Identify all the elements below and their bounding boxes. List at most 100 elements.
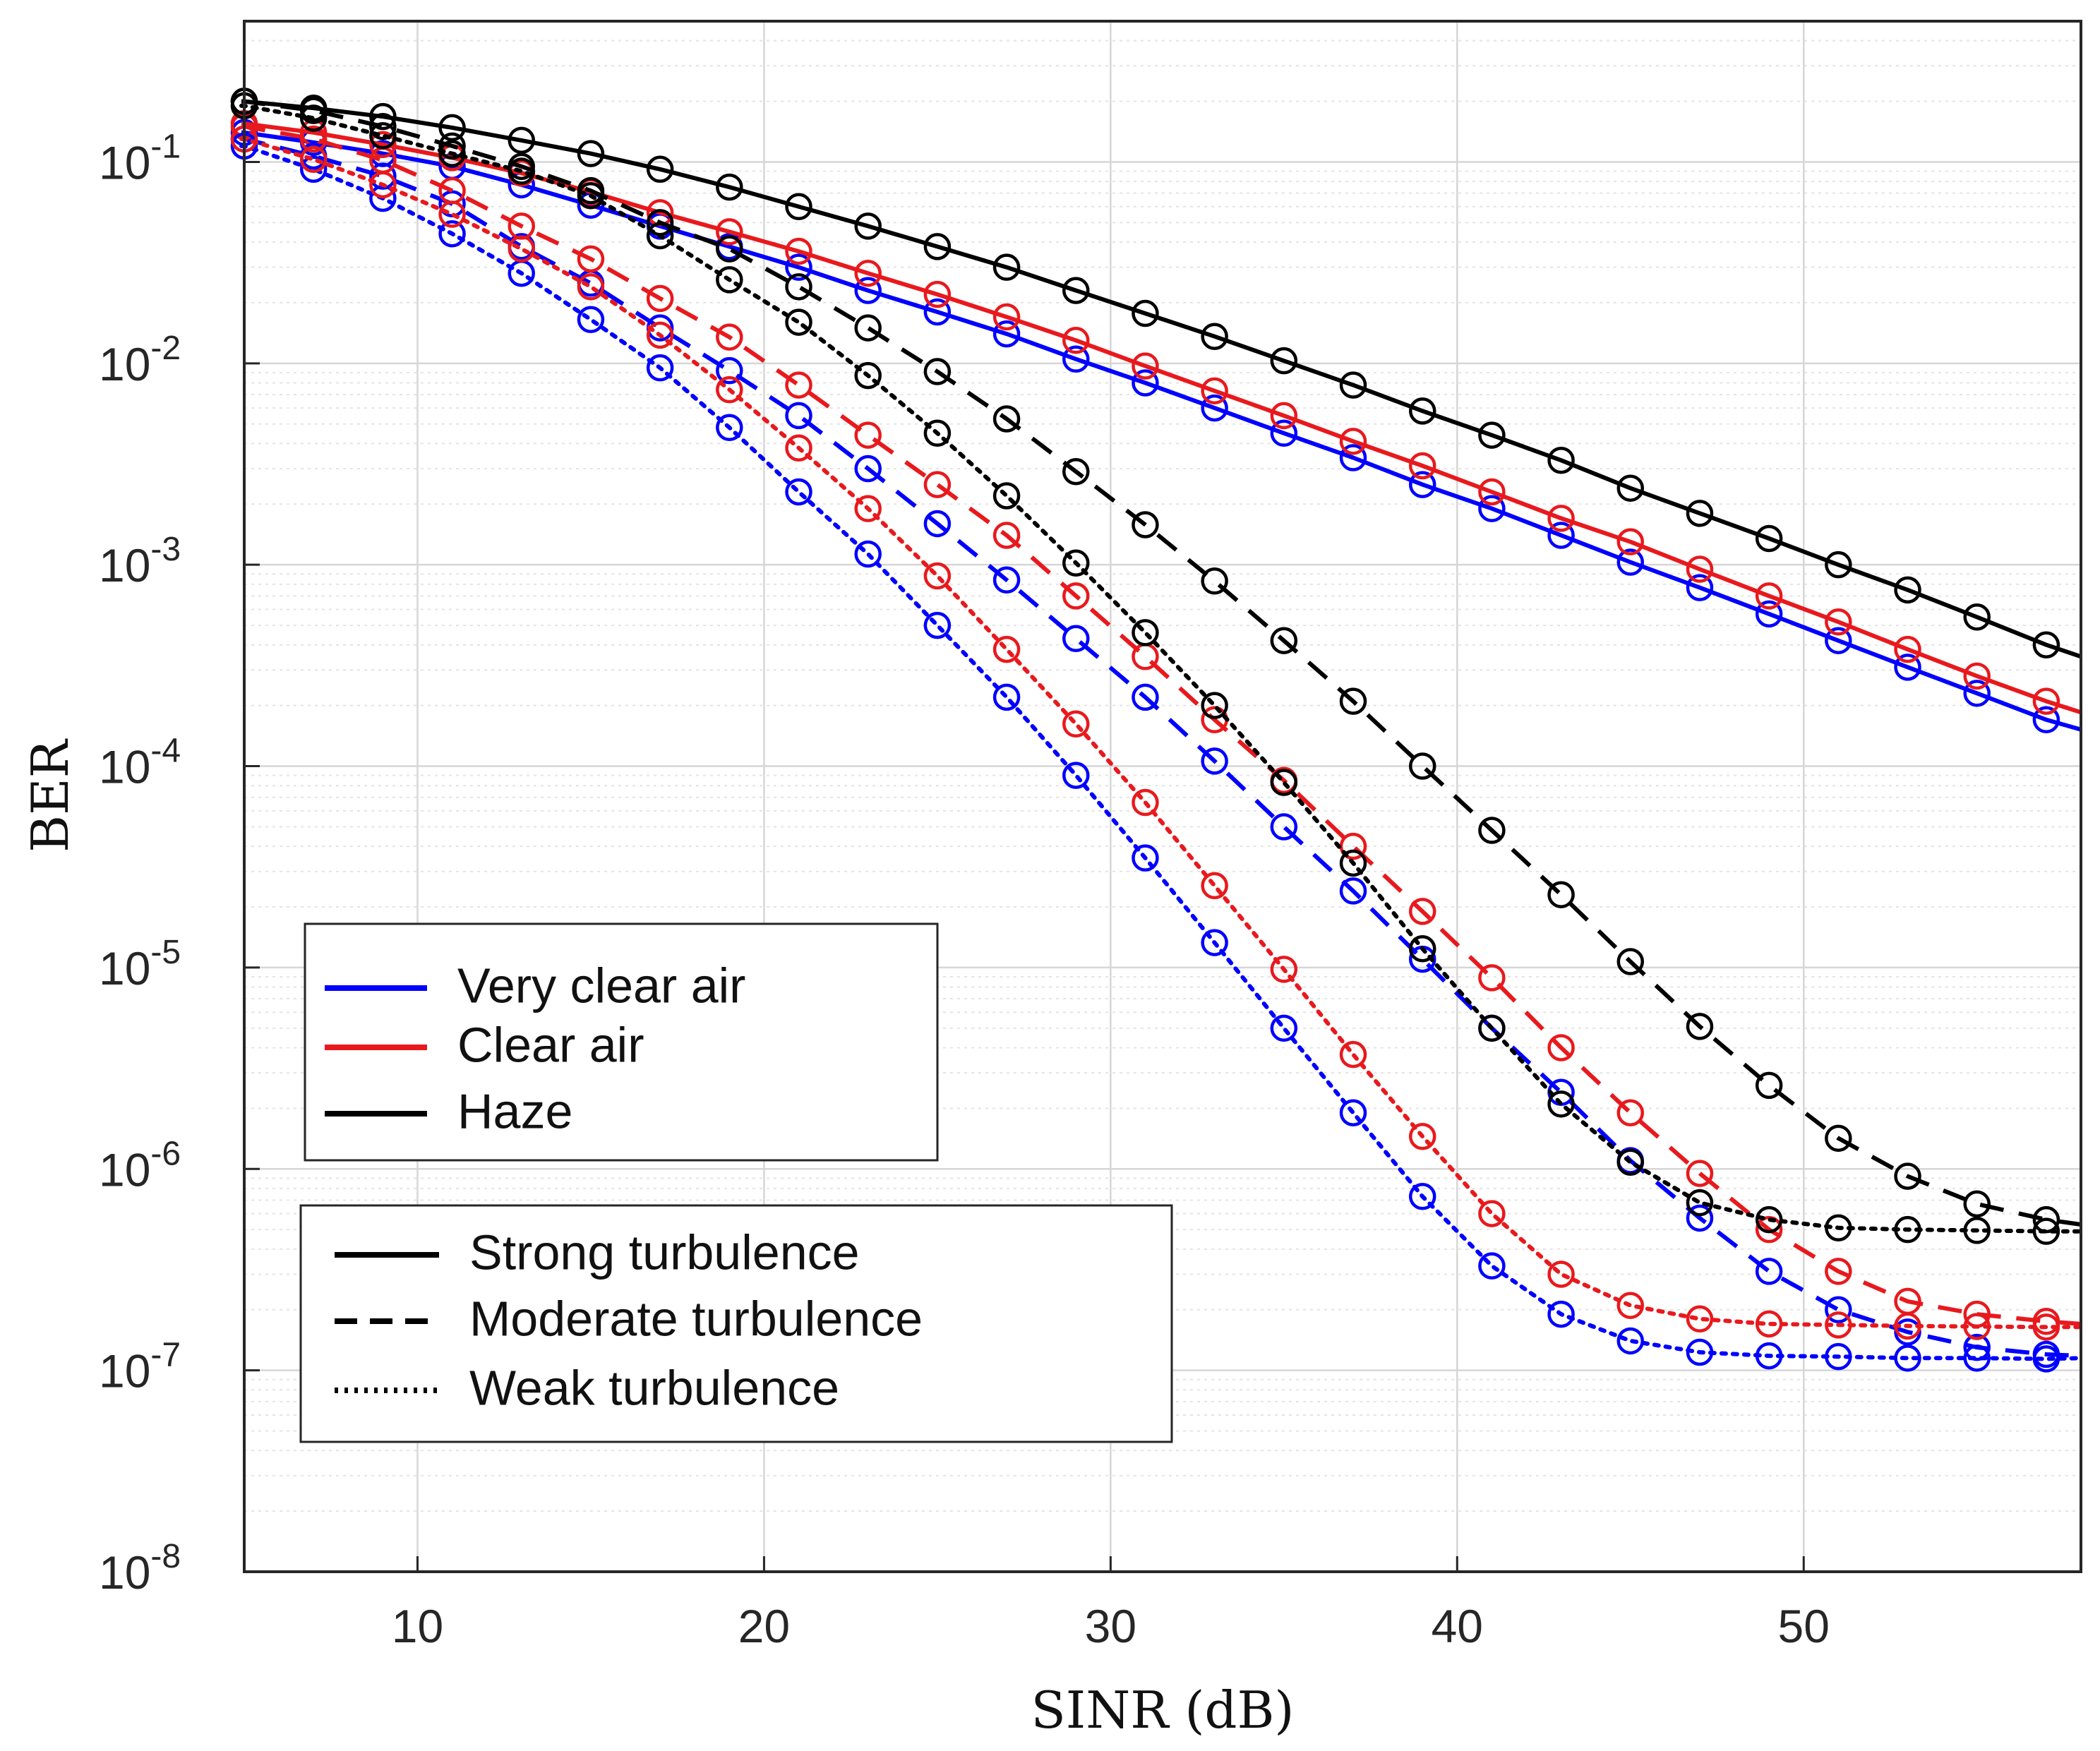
data-point-marker bbox=[1547, 1260, 1575, 1288]
data-point-marker bbox=[1408, 471, 1436, 498]
data-point-marker bbox=[1686, 1338, 1714, 1366]
data-point-marker bbox=[1894, 1312, 1921, 1340]
y-tick-label: 10-3 bbox=[99, 531, 181, 591]
series-line-8 bbox=[239, 103, 2083, 1234]
data-point-marker bbox=[438, 114, 466, 142]
data-point-marker bbox=[1686, 574, 1714, 601]
legend-label-haze: Haze bbox=[457, 1083, 572, 1138]
x-tick-label: 50 bbox=[1778, 1600, 1830, 1652]
data-point-marker bbox=[1339, 877, 1367, 905]
data-point-marker bbox=[1339, 849, 1367, 877]
data-point-marker bbox=[1547, 1034, 1575, 1061]
data-point-marker bbox=[1686, 500, 1714, 527]
data-point-marker bbox=[1408, 397, 1436, 425]
data-point-marker bbox=[716, 266, 743, 294]
data-point-marker bbox=[508, 126, 536, 155]
data-point-marker bbox=[785, 402, 812, 430]
data-point-marker bbox=[1894, 1162, 1921, 1190]
data-point-marker bbox=[1408, 898, 1436, 925]
data-point-marker bbox=[992, 566, 1021, 594]
data-point-marker bbox=[1755, 1205, 1783, 1234]
series-line-2 bbox=[241, 99, 2082, 659]
data-point-marker bbox=[992, 635, 1021, 663]
series-line-5 bbox=[241, 99, 2082, 1227]
x-tick-label: 30 bbox=[1085, 1600, 1136, 1652]
data-point-marker bbox=[1062, 277, 1090, 304]
y-axis-title: BER bbox=[20, 738, 80, 852]
data-point-marker bbox=[1616, 1148, 1645, 1176]
data-point-marker bbox=[2032, 631, 2060, 658]
legend-label-weak: Weak turbulence bbox=[469, 1360, 839, 1415]
data-point-marker bbox=[577, 182, 605, 210]
data-point-marker bbox=[1062, 549, 1090, 577]
data-point-marker bbox=[923, 419, 952, 447]
data-point-marker bbox=[923, 611, 952, 639]
series-line-3 bbox=[241, 136, 2082, 1359]
data-point-marker bbox=[1894, 1215, 1921, 1244]
legend-style-box bbox=[299, 1204, 1173, 1443]
data-point-marker bbox=[854, 495, 882, 522]
data-point-marker bbox=[1132, 511, 1159, 538]
data-point-marker bbox=[1547, 1090, 1575, 1118]
data-point-marker bbox=[1825, 550, 1852, 579]
data-point-marker bbox=[2032, 687, 2060, 715]
data-point-marker bbox=[1270, 769, 1298, 796]
data-point-marker bbox=[1201, 567, 1228, 595]
data-point-marker bbox=[299, 125, 328, 153]
data-point-marker bbox=[438, 132, 466, 160]
data-point-marker bbox=[1478, 478, 1506, 506]
data-point-marker bbox=[1547, 505, 1575, 532]
data-point-marker bbox=[508, 235, 536, 263]
data-point-marker bbox=[854, 455, 882, 483]
data-point-marker bbox=[1686, 1305, 1714, 1333]
data-point-marker bbox=[923, 562, 952, 590]
data-point-marker bbox=[1201, 747, 1228, 775]
data-point-marker bbox=[438, 140, 466, 167]
data-point-marker bbox=[1270, 627, 1298, 654]
data-point-marker bbox=[1963, 1190, 1991, 1218]
series-group bbox=[230, 88, 2083, 1373]
data-point-marker bbox=[923, 298, 952, 326]
data-point-marker bbox=[1894, 1344, 1921, 1372]
data-point-marker bbox=[785, 253, 812, 281]
x-tick-label: 40 bbox=[1432, 1600, 1483, 1652]
data-point-marker bbox=[369, 131, 397, 159]
data-point-marker bbox=[1755, 1215, 1783, 1244]
data-point-marker bbox=[1270, 402, 1298, 430]
data-point-marker bbox=[785, 478, 812, 506]
data-point-marker bbox=[716, 235, 743, 263]
data-point-marker bbox=[923, 280, 952, 308]
data-point-marker bbox=[1755, 1071, 1783, 1100]
data-point-marker bbox=[646, 222, 674, 250]
data-point-marker bbox=[1478, 964, 1506, 992]
data-point-marker bbox=[1062, 327, 1090, 354]
data-point-marker bbox=[1547, 446, 1575, 474]
data-point-marker bbox=[716, 218, 743, 246]
data-point-marker bbox=[2032, 1217, 2060, 1245]
legend-label-very-clear-air: Very clear air bbox=[457, 958, 745, 1013]
y-tick-label: 10-4 bbox=[99, 733, 181, 793]
data-point-marker bbox=[1616, 1292, 1645, 1319]
data-point-marker bbox=[299, 155, 328, 183]
data-point-marker bbox=[1963, 680, 1991, 707]
data-point-marker bbox=[1062, 345, 1090, 373]
data-point-marker bbox=[1825, 1296, 1852, 1323]
series-line-6 bbox=[239, 143, 2083, 1361]
data-point-marker bbox=[508, 157, 536, 185]
data-point-marker bbox=[577, 306, 605, 334]
data-point-marker bbox=[1686, 555, 1714, 583]
data-point-marker bbox=[299, 97, 328, 124]
data-point-marker bbox=[1963, 1333, 1991, 1361]
data-point-marker bbox=[438, 219, 466, 248]
data-point-marker bbox=[992, 405, 1021, 433]
data-point-marker bbox=[1686, 1160, 1714, 1187]
series-line-0 bbox=[241, 130, 2082, 732]
data-point-marker bbox=[1201, 377, 1228, 405]
data-point-marker bbox=[1755, 1310, 1783, 1338]
data-point-marker bbox=[646, 354, 674, 382]
data-point-marker bbox=[1825, 627, 1852, 654]
data-point-marker bbox=[1478, 495, 1506, 522]
data-point-marker bbox=[1132, 844, 1159, 872]
y-tick-label: 10-2 bbox=[99, 330, 181, 390]
